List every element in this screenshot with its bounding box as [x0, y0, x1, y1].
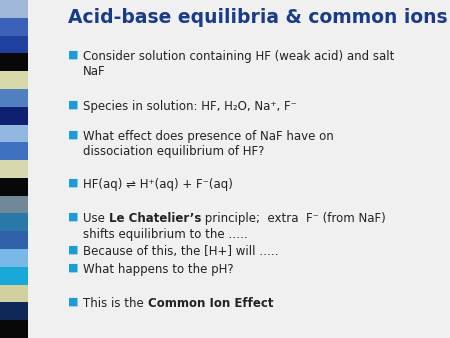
Bar — [0, 124, 28, 142]
Text: ■: ■ — [68, 50, 78, 60]
Bar — [0, 142, 28, 160]
Text: ■: ■ — [68, 212, 78, 222]
Text: ■: ■ — [68, 130, 78, 140]
Text: ■: ■ — [68, 297, 78, 307]
Bar — [0, 231, 28, 249]
Bar — [0, 71, 28, 89]
Text: principle;  extra  F⁻ (from NaF): principle; extra F⁻ (from NaF) — [201, 212, 386, 225]
Bar — [0, 35, 28, 53]
Text: Species in solution: HF, H₂O, Na⁺, F⁻: Species in solution: HF, H₂O, Na⁺, F⁻ — [83, 100, 297, 113]
Bar — [0, 107, 28, 124]
Text: ■: ■ — [68, 245, 78, 255]
Bar — [0, 249, 28, 267]
Bar — [0, 0, 28, 18]
Text: HF(aq) ⇌ H⁺(aq) + F⁻(aq): HF(aq) ⇌ H⁺(aq) + F⁻(aq) — [83, 178, 233, 191]
Bar — [0, 18, 28, 35]
Bar — [0, 53, 28, 71]
Text: Consider solution containing HF (weak acid) and salt
NaF: Consider solution containing HF (weak ac… — [83, 50, 394, 78]
Text: ■: ■ — [68, 100, 78, 110]
Text: What happens to the pH?: What happens to the pH? — [83, 263, 234, 276]
Text: What effect does presence of NaF have on
dissociation equilibrium of HF?: What effect does presence of NaF have on… — [83, 130, 334, 158]
Text: shifts equilibrium to the …..: shifts equilibrium to the ….. — [83, 228, 248, 241]
Text: Acid-base equilibria & common ions: Acid-base equilibria & common ions — [68, 8, 448, 27]
Text: Le Chatelier’s: Le Chatelier’s — [108, 212, 201, 225]
Text: ■: ■ — [68, 178, 78, 188]
Text: Because of this, the [H+] will …..: Because of this, the [H+] will ….. — [83, 245, 279, 258]
Bar — [0, 160, 28, 178]
Bar — [0, 196, 28, 214]
Text: Common Ion Effect: Common Ion Effect — [148, 297, 273, 310]
Text: ■: ■ — [68, 263, 78, 273]
Bar — [0, 320, 28, 338]
Bar — [0, 214, 28, 231]
Text: Use: Use — [83, 212, 108, 225]
Text: This is the: This is the — [83, 297, 148, 310]
Bar — [0, 178, 28, 196]
Bar — [0, 285, 28, 303]
Bar — [0, 89, 28, 107]
Bar — [0, 303, 28, 320]
Bar — [0, 267, 28, 285]
